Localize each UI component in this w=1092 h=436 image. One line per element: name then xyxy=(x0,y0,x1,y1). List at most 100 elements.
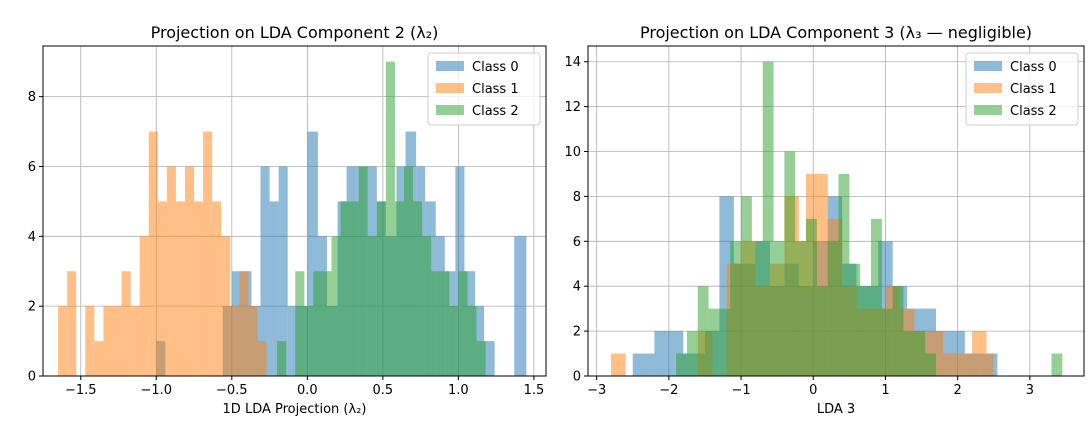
x-tick-label: 1 xyxy=(881,383,889,398)
series-class-1 xyxy=(58,131,267,376)
histogram-bar xyxy=(449,306,459,376)
histogram-bar xyxy=(676,353,687,376)
legend: Class 0 Class 1 Class 2 xyxy=(965,52,1079,126)
histogram-bar xyxy=(358,166,368,376)
histogram-bar xyxy=(212,201,222,376)
y-tick-label: 2 xyxy=(573,325,581,340)
x-tick-label: 0 xyxy=(809,383,817,398)
x-tick-label: −1.5 xyxy=(65,383,97,398)
legend-label: Class 1 xyxy=(1010,82,1057,97)
x-tick-label: 0.0 xyxy=(297,383,318,398)
legend-label: Class 1 xyxy=(472,82,519,97)
tick-labels: −1.5 −1.0 −0.5 0.0 0.5 1.0 1.5 0 2 4 6 8 xyxy=(28,90,545,398)
histogram-bar xyxy=(322,271,332,376)
legend-swatch xyxy=(974,61,1002,71)
y-tick-label: 10 xyxy=(564,145,581,160)
legend-label: Class 0 xyxy=(1010,60,1057,75)
histogram-bar xyxy=(260,166,270,376)
histogram-bar xyxy=(1051,353,1063,376)
chart-title: Projection on LDA Component 3 (λ₃ — negl… xyxy=(640,23,1032,42)
histogram-bar xyxy=(307,131,318,376)
legend-label: Class 2 xyxy=(1010,104,1057,119)
x-axis-label: LDA 3 xyxy=(817,402,855,417)
x-tick-label: 3 xyxy=(1026,383,1034,398)
histogram-bar xyxy=(269,201,279,376)
histogram-bar xyxy=(632,353,655,376)
series-class-2 xyxy=(277,61,486,376)
legend-label: Class 2 xyxy=(472,104,519,119)
legend-swatch xyxy=(436,83,464,93)
histogram-bar xyxy=(394,201,405,376)
histogram-bar xyxy=(304,306,314,376)
histogram-bar xyxy=(67,271,77,376)
y-tick-label: 6 xyxy=(573,235,581,250)
x-tick-label: 1.0 xyxy=(448,383,469,398)
histogram-bar xyxy=(849,263,861,376)
histogram-bar xyxy=(239,271,249,376)
histogram-bar xyxy=(611,353,626,376)
histogram-bar xyxy=(925,353,936,376)
histogram-bar xyxy=(838,173,850,376)
histogram-bar xyxy=(892,286,904,376)
histogram-bar xyxy=(194,201,204,376)
histogram-bar xyxy=(148,131,158,376)
y-tick-label: 12 xyxy=(564,100,581,115)
histogram-bar xyxy=(340,201,350,376)
histogram-bar xyxy=(85,306,95,376)
histogram-bar xyxy=(413,201,423,376)
x-tick-label: −2 xyxy=(659,383,678,398)
histogram-bar xyxy=(730,241,742,376)
histogram-bar xyxy=(349,201,359,376)
x-axis-label: 1D LDA Projection (λ₂) xyxy=(223,402,367,417)
histogram-bar xyxy=(313,271,323,376)
histogram-bar xyxy=(458,271,468,376)
histogram-bar xyxy=(708,308,720,376)
histogram-bar xyxy=(514,236,527,376)
histogram-bar xyxy=(741,196,752,376)
histogram-bar xyxy=(121,271,131,376)
histogram-bar xyxy=(139,236,149,376)
histogram-bar xyxy=(475,306,485,376)
histogram-bar xyxy=(943,353,958,376)
histogram-bar xyxy=(957,353,973,376)
y-tick-label: 14 xyxy=(564,55,581,70)
histogram-bar xyxy=(112,306,122,376)
histogram-bar xyxy=(816,286,828,376)
histogram-bar xyxy=(784,151,796,376)
histogram-bar xyxy=(719,308,731,376)
histogram-bar xyxy=(431,271,441,376)
chart-panel-1: −1.5 −1.0 −0.5 0.0 0.5 1.0 1.5 0 2 4 6 8 Projection … xyxy=(28,23,547,417)
histogram-bar xyxy=(184,166,195,376)
histogram-bar xyxy=(295,271,305,376)
histogram-bar xyxy=(827,241,839,376)
y-tick-label: 0 xyxy=(28,370,36,385)
x-tick-label: 1.5 xyxy=(524,383,545,398)
histogram-bar xyxy=(287,306,299,376)
x-tick-label: −0.5 xyxy=(216,383,248,398)
legend-label: Class 0 xyxy=(472,60,519,75)
histogram-bar xyxy=(277,341,287,376)
histogram-bar xyxy=(376,201,386,376)
legend-swatch xyxy=(436,61,464,71)
y-tick-label: 2 xyxy=(28,300,36,315)
y-tick-label: 8 xyxy=(573,190,581,205)
x-tick-label: 0.5 xyxy=(373,383,394,398)
histogram-bar xyxy=(221,236,231,376)
histogram-bar xyxy=(422,236,432,376)
histogram-bar xyxy=(751,241,763,376)
y-tick-label: 4 xyxy=(28,230,36,245)
y-tick-label: 4 xyxy=(573,280,581,295)
legend-swatch xyxy=(974,105,1002,115)
histogram-bar xyxy=(773,241,785,376)
histogram-bar xyxy=(914,331,926,376)
histogram-bar xyxy=(762,61,774,376)
histogram-bar xyxy=(130,306,140,376)
histogram-bar xyxy=(278,166,288,376)
histogram-bar xyxy=(157,201,167,376)
y-tick-label: 0 xyxy=(573,370,581,385)
y-tick-label: 6 xyxy=(28,160,36,175)
legend-swatch xyxy=(974,83,1002,93)
histogram-bar xyxy=(972,331,987,376)
x-tick-label: 2 xyxy=(954,383,962,398)
